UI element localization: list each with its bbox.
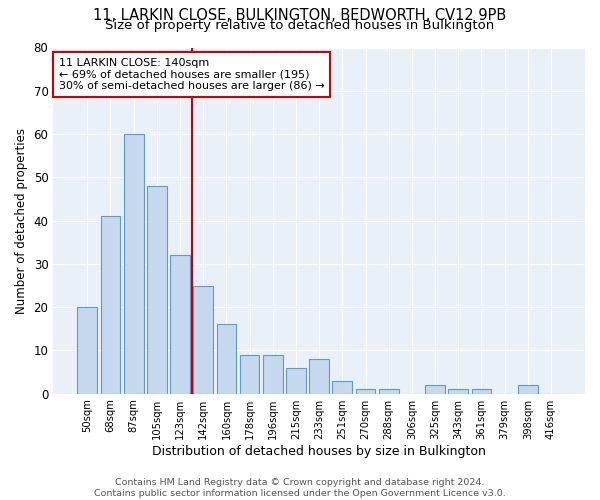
Bar [286,368,306,394]
Bar [425,385,445,394]
Bar [332,380,352,394]
Bar [170,255,190,394]
Text: Contains HM Land Registry data © Crown copyright and database right 2024.
Contai: Contains HM Land Registry data © Crown c… [94,478,506,498]
Bar [101,216,121,394]
Bar [356,390,376,394]
X-axis label: Distribution of detached houses by size in Bulkington: Distribution of detached houses by size … [152,444,486,458]
Bar [379,390,398,394]
Text: Size of property relative to detached houses in Bulkington: Size of property relative to detached ho… [106,18,494,32]
Bar [77,307,97,394]
Bar [193,286,213,394]
Text: 11, LARKIN CLOSE, BULKINGTON, BEDWORTH, CV12 9PB: 11, LARKIN CLOSE, BULKINGTON, BEDWORTH, … [94,8,506,22]
Text: 11 LARKIN CLOSE: 140sqm
← 69% of detached houses are smaller (195)
30% of semi-d: 11 LARKIN CLOSE: 140sqm ← 69% of detache… [59,58,325,91]
Bar [263,355,283,394]
Bar [217,324,236,394]
Y-axis label: Number of detached properties: Number of detached properties [15,128,28,314]
Bar [518,385,538,394]
Bar [472,390,491,394]
Bar [147,186,167,394]
Bar [448,390,468,394]
Bar [240,355,259,394]
Bar [309,359,329,394]
Bar [124,134,143,394]
